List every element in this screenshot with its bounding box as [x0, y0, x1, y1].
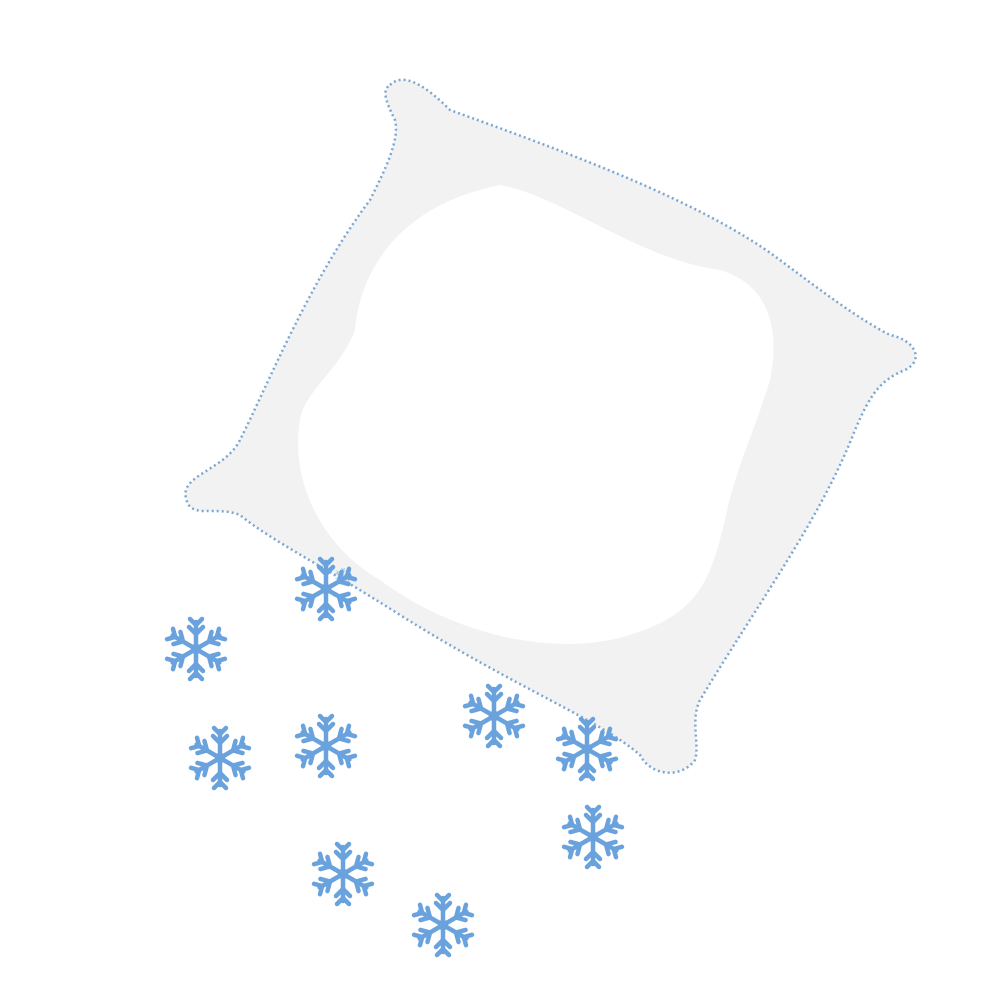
snowflake-icon — [167, 619, 226, 679]
snowflake-icon — [414, 895, 473, 955]
pillow — [185, 80, 915, 773]
snowflake-icon — [314, 844, 373, 904]
snowflake-icon — [465, 686, 524, 746]
snowflake-icon — [297, 716, 356, 776]
snowflake-icon — [564, 807, 623, 867]
snowflake-icon — [191, 728, 250, 788]
